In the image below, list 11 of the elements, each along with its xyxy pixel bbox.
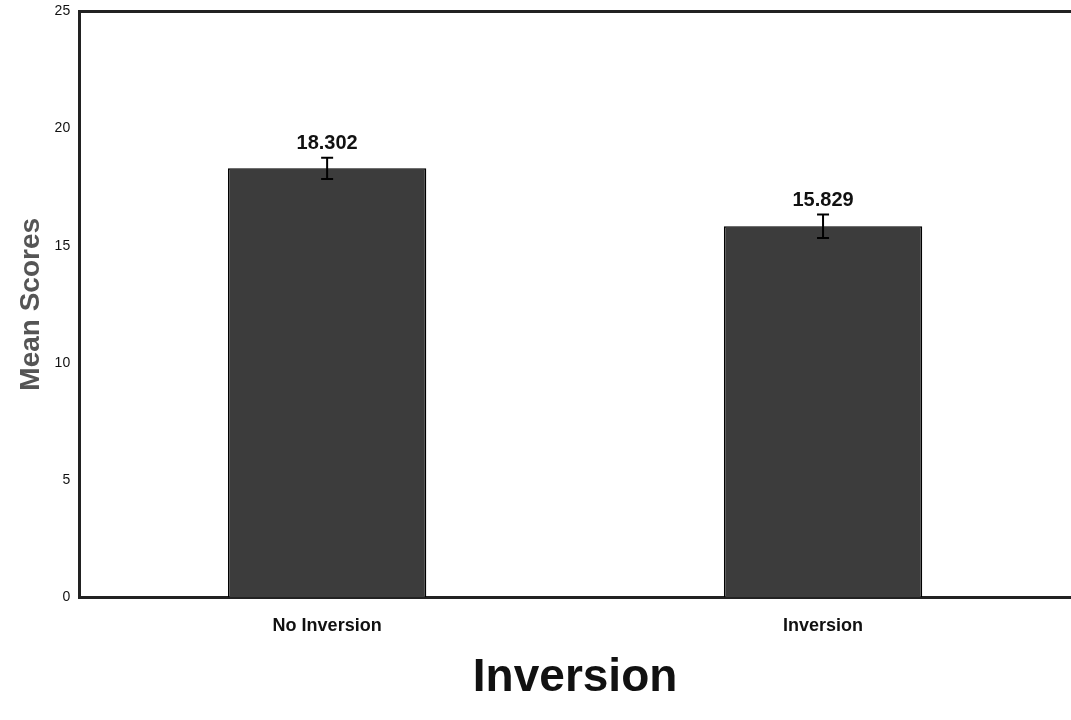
y-tick-label: 25 <box>54 2 71 19</box>
y-tick-label: 15 <box>54 236 71 253</box>
data-label: 18.302 <box>296 131 358 154</box>
y-tick-label: 10 <box>54 353 71 370</box>
x-axis-title: Inversion <box>472 649 678 702</box>
y-axis-title: Mean Scores <box>13 217 45 391</box>
y-tick-label: 0 <box>62 588 71 605</box>
x-tick-label: No Inversion <box>272 614 382 635</box>
y-tick-label: 5 <box>62 470 71 487</box>
y-tick-label: 20 <box>54 119 71 136</box>
data-label: 15.829 <box>792 188 854 211</box>
